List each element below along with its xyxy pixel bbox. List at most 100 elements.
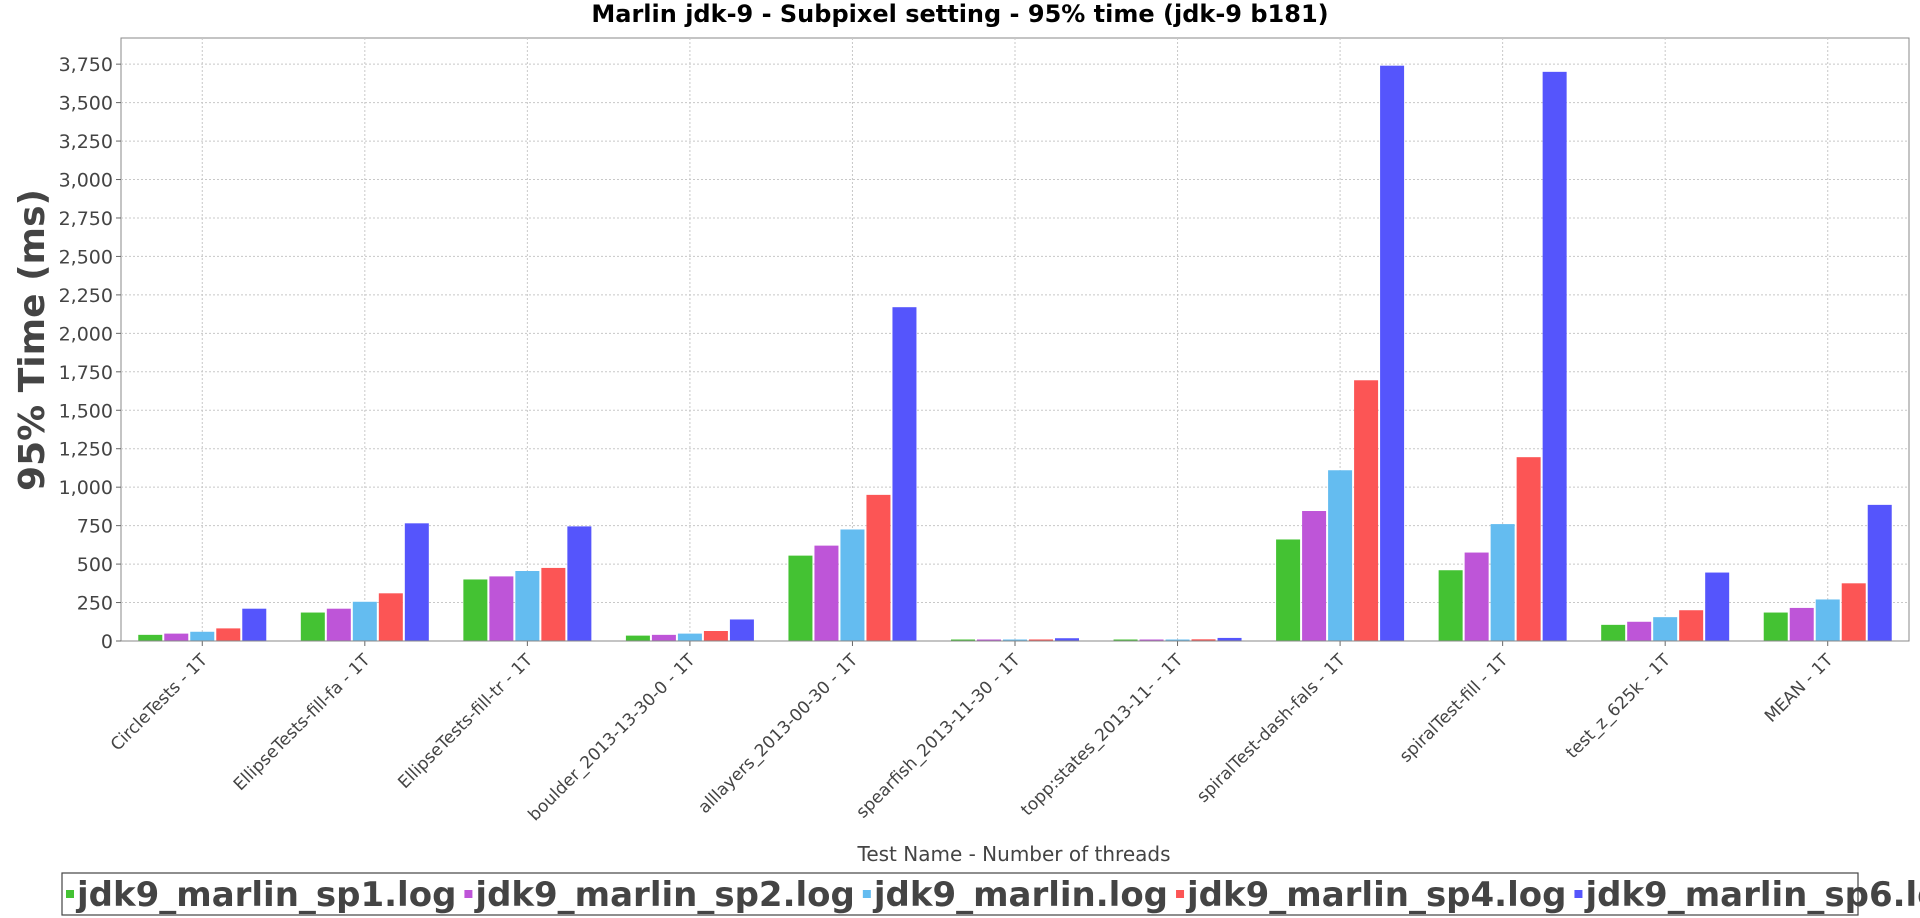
bar: [1542, 71, 1567, 641]
x-tick-label: test_z_625k - 1T: [1562, 650, 1675, 763]
legend-label: jdk9_marlin_sp6.log: [1583, 875, 1920, 915]
bar: [729, 619, 754, 641]
bar: [1328, 470, 1353, 641]
y-tick-label: 250: [77, 593, 113, 615]
y-tick-label: 0: [101, 631, 113, 653]
bar: [1055, 638, 1079, 641]
bar: [164, 633, 189, 641]
x-tick-label: CircleTests - 1T: [107, 650, 212, 755]
x-tick-label: EllipseTests-fill-tr - 1T: [394, 650, 537, 793]
bar: [1354, 380, 1379, 641]
bar: [1867, 504, 1892, 641]
bar: [1029, 639, 1053, 641]
bar: [489, 576, 514, 641]
y-tick-label: 500: [77, 554, 113, 576]
bar: [866, 494, 891, 641]
bar: [1679, 610, 1704, 641]
y-tick-label: 3,750: [59, 54, 113, 76]
x-tick-label: MEAN - 1T: [1761, 650, 1838, 727]
y-tick-label: 2,250: [59, 285, 113, 307]
bar: [1789, 607, 1814, 641]
bar: [1653, 617, 1678, 641]
bar: [1464, 552, 1489, 641]
bar: [814, 545, 839, 641]
x-axis-label: Test Name - Number of threads: [857, 842, 1171, 866]
y-tick-label: 750: [77, 516, 113, 538]
legend-swatch: [66, 890, 74, 898]
bar: [1627, 621, 1652, 641]
bar: [1490, 524, 1515, 641]
legend-label: jdk9_marlin_sp1.log: [75, 875, 456, 915]
x-tick-label: spearfish_2013-11-30 - 1T: [852, 650, 1024, 822]
bars: [138, 65, 1892, 641]
y-tick-label: 1,500: [59, 400, 113, 422]
bar: [1815, 599, 1840, 641]
y-tick-label: 2,000: [59, 323, 113, 345]
bar: [1841, 583, 1866, 641]
bar: [463, 579, 488, 641]
x-tick-label: spiralTest-fill - 1T: [1396, 650, 1513, 767]
bar: [651, 634, 676, 641]
bar: [977, 639, 1001, 641]
y-tick-label: 2,500: [59, 246, 113, 268]
legend: jdk9_marlin_sp1.log jdk9_marlin_sp2.log jd…: [66, 875, 1920, 915]
x-tick-label: alllayers_2013-00-30 - 1T: [695, 650, 863, 818]
bar: [378, 593, 403, 641]
bar: [404, 523, 429, 641]
bar: [1139, 639, 1164, 641]
bar: [788, 555, 813, 641]
bar: [677, 633, 702, 641]
y-axis-label: 95% Time (ms): [12, 189, 53, 491]
bar: [1601, 624, 1626, 641]
bar: [703, 631, 728, 641]
legend-swatch: [862, 890, 871, 898]
grid-lines: [121, 38, 1909, 641]
x-tick-label: topp:states_2013-11- - 1T: [1017, 650, 1187, 820]
legend-swatch: [464, 890, 473, 898]
legend-label: jdk9_marlin_sp2.log: [473, 875, 854, 915]
bar: [1113, 639, 1138, 641]
bar: [352, 601, 377, 641]
bar: [625, 635, 650, 641]
legend-box: [61, 872, 1859, 916]
legend-swatch: [1574, 890, 1583, 898]
chart-title: Marlin jdk-9 - Subpixel setting - 95% ti…: [591, 0, 1328, 28]
bar: [216, 628, 241, 641]
x-tick-label: boulder_2013-13-30-0 - 1T: [525, 650, 700, 825]
bar: [1003, 639, 1027, 641]
bar: [892, 307, 917, 641]
y-tick-label: 3,500: [59, 93, 113, 115]
x-axis-ticks: CircleTests - 1T EllipseTests-fill-fa - 1…: [107, 640, 1909, 825]
bar: [1705, 572, 1730, 641]
bar: [326, 608, 351, 641]
y-tick-label: 1,250: [59, 439, 113, 461]
bar: [242, 608, 267, 641]
legend-swatch: [1176, 890, 1185, 898]
y-tick-label: 1,750: [59, 362, 113, 384]
legend-label: jdk9_marlin_sp4.log: [1185, 875, 1566, 915]
bar: [1380, 65, 1405, 641]
bar: [1165, 639, 1190, 641]
bar: [840, 529, 865, 641]
bar: [1302, 511, 1327, 641]
bar: [567, 526, 592, 641]
y-axis-ticks: 0 250 500 750 1,000 1,250 1,500 1,750 2,000 2,250…: [59, 54, 121, 653]
legend-label: jdk9_marlin.log: [872, 875, 1168, 915]
bar: [951, 639, 975, 641]
bar: [1217, 637, 1242, 641]
x-tick-label: EllipseTests-fill-fa - 1T: [230, 650, 375, 795]
bar: [138, 634, 163, 641]
bar: [300, 612, 325, 641]
bar: [541, 567, 566, 641]
bar: [1191, 639, 1216, 641]
y-tick-label: 3,250: [59, 131, 113, 153]
bar: [1438, 570, 1463, 641]
y-tick-label: 3,000: [59, 170, 113, 192]
y-tick-label: 1,000: [59, 477, 113, 499]
bar: [515, 571, 540, 641]
bar: [190, 631, 215, 641]
bar: [1276, 539, 1301, 641]
bar: [1763, 612, 1788, 641]
y-tick-label: 2,750: [59, 208, 113, 230]
